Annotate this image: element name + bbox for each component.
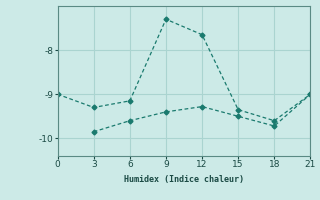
X-axis label: Humidex (Indice chaleur): Humidex (Indice chaleur) [124, 175, 244, 184]
